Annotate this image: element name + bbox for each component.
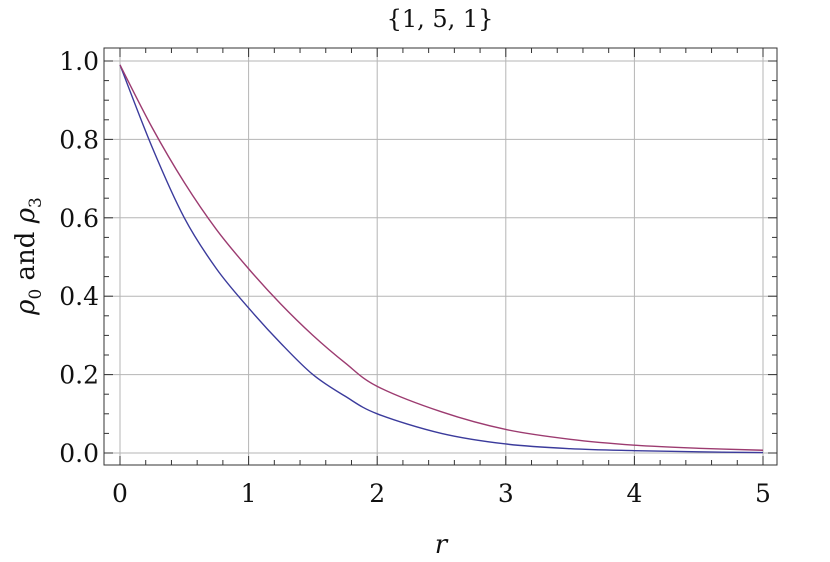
x-tick-label: 5: [755, 479, 771, 508]
minor-ticks: [104, 48, 777, 465]
series-layer: [119, 64, 764, 454]
y-axis-label-rho-0: ρ: [11, 299, 41, 316]
y-axis-label-sub-0: 0: [26, 289, 46, 300]
y-tick-label: 0.6: [59, 204, 99, 233]
y-tick-label: 0.0: [59, 439, 99, 468]
y-tick-labels: 0.0 0.2 0.4 0.6 0.8 1.0: [59, 47, 99, 468]
grid: [104, 48, 777, 465]
y-tick-label: 0.4: [59, 282, 99, 311]
x-tick-label: 4: [626, 479, 642, 508]
series-line-0: [119, 64, 764, 454]
y-axis-label-sub-3: 3: [26, 197, 46, 208]
x-tick-label: 2: [369, 479, 385, 508]
y-tick-label: 0.8: [59, 125, 99, 154]
y-tick-label: 1.0: [59, 47, 99, 76]
y-axis-label-rho-3: ρ: [11, 207, 41, 224]
x-tick-labels: 0 1 2 3 4 5: [112, 479, 771, 508]
y-axis-label-and: and: [11, 223, 41, 288]
chart-title: {1, 5, 1}: [387, 5, 494, 33]
y-tick-label: 0.2: [59, 361, 99, 390]
x-tick-label: 3: [498, 479, 514, 508]
x-axis-label: r: [435, 530, 449, 560]
plot-frame: [103, 47, 778, 466]
y-axis-label: ρ0 and ρ3: [11, 197, 46, 316]
x-tick-label: 1: [241, 479, 257, 508]
series-line-1: [119, 64, 764, 451]
x-tick-label: 0: [112, 479, 128, 508]
